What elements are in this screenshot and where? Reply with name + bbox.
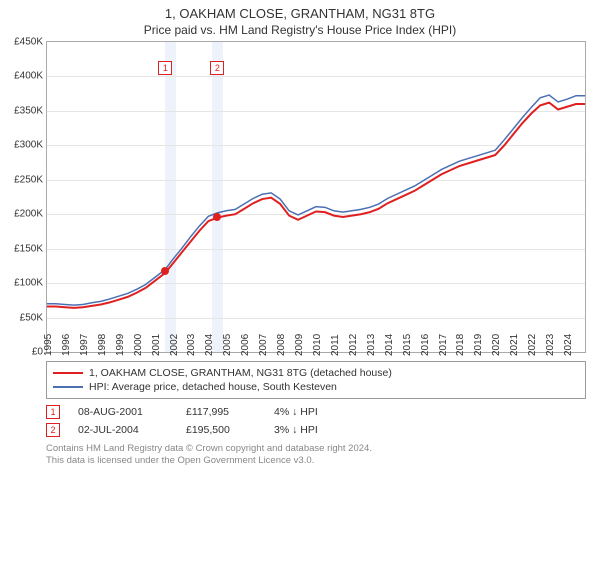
event-marker-box: 1 [158, 61, 172, 75]
legend-row: 1, OAKHAM CLOSE, GRANTHAM, NG31 8TG (det… [53, 366, 579, 380]
y-tick-label: £400K [14, 71, 47, 82]
y-tick-label: £450K [14, 37, 47, 48]
attribution-line: Contains HM Land Registry data © Crown c… [46, 443, 586, 455]
event-price: £195,500 [186, 424, 256, 436]
legend-swatch [53, 386, 83, 388]
event-date: 02-JUL-2004 [78, 424, 168, 436]
legend-row: HPI: Average price, detached house, Sout… [53, 380, 579, 394]
events-table: 1 08-AUG-2001 £117,995 4% ↓ HPI 2 02-JUL-2004… [46, 403, 586, 439]
series-hpi [47, 95, 585, 305]
event-price: £117,995 [186, 406, 256, 418]
attribution: Contains HM Land Registry data © Crown c… [46, 443, 586, 468]
event-number-box: 1 [46, 405, 60, 419]
legend-swatch [53, 372, 83, 374]
title-subtitle: Price paid vs. HM Land Registry's House … [0, 23, 600, 37]
event-marker-box: 2 [210, 61, 224, 75]
event-row: 1 08-AUG-2001 £117,995 4% ↓ HPI [46, 403, 586, 421]
y-tick-label: £250K [14, 174, 47, 185]
y-tick-label: £150K [14, 243, 47, 254]
y-tick-label: £200K [14, 209, 47, 220]
title-address: 1, OAKHAM CLOSE, GRANTHAM, NG31 8TG [0, 6, 600, 21]
price-chart: £0£50K£100K£150K£200K£250K£300K£350K£400… [46, 41, 586, 353]
event-number-box: 2 [46, 423, 60, 437]
legend-label: 1, OAKHAM CLOSE, GRANTHAM, NG31 8TG (det… [89, 367, 392, 379]
legend-label: HPI: Average price, detached house, Sout… [89, 381, 337, 393]
y-tick-label: £50K [20, 312, 47, 323]
y-tick-label: £100K [14, 278, 47, 289]
event-delta: 3% ↓ HPI [274, 424, 318, 436]
event-delta: 4% ↓ HPI [274, 406, 318, 418]
attribution-line: This data is licensed under the Open Gov… [46, 455, 586, 467]
y-tick-label: £300K [14, 140, 47, 151]
event-date: 08-AUG-2001 [78, 406, 168, 418]
series-property [47, 103, 585, 308]
event-row: 2 02-JUL-2004 £195,500 3% ↓ HPI [46, 421, 586, 439]
event-dot [213, 213, 221, 221]
event-dot [161, 267, 169, 275]
legend: 1, OAKHAM CLOSE, GRANTHAM, NG31 8TG (det… [46, 361, 586, 399]
y-tick-label: £350K [14, 105, 47, 116]
